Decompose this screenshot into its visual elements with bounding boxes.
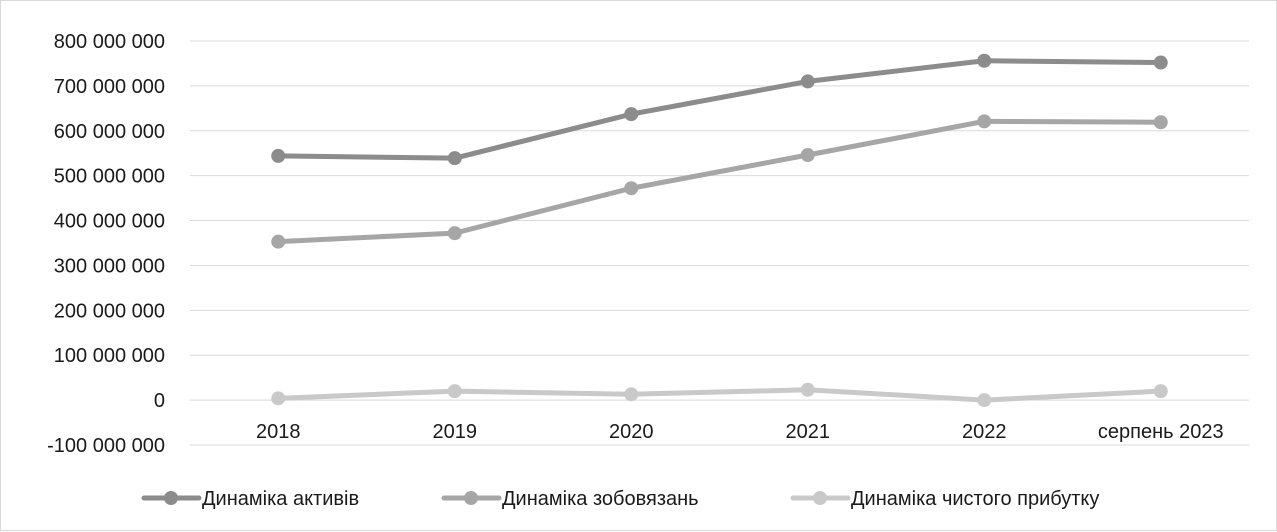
legend-item: Динаміка чистого прибутку: [790, 488, 1099, 510]
data-point: [977, 53, 992, 68]
legend-label: Динаміка зобовязань: [502, 488, 699, 510]
data-point: [800, 74, 815, 89]
gridlines: [190, 40, 1249, 446]
data-point: [271, 148, 286, 163]
legend: Динаміка активів Динаміка зобовязань Динам…: [141, 488, 1099, 510]
x-tick-label: 2019: [433, 421, 478, 443]
legend-item: Динаміка зобовязань: [441, 488, 699, 510]
series-line: [275, 58, 1164, 161]
data-point: [800, 148, 815, 163]
series-line: [275, 387, 1164, 403]
data-point: [271, 391, 286, 406]
legend-item: Динаміка активів: [141, 488, 359, 510]
series-3: [271, 382, 1168, 408]
data-point: [624, 387, 639, 402]
legend-label: Динаміка активів: [202, 488, 359, 510]
data-point: [271, 234, 286, 249]
data-point: [800, 382, 815, 397]
legend-marker: [164, 491, 178, 505]
x-tick-label: 2018: [256, 421, 301, 443]
y-tick-label: 800 000 000: [54, 31, 165, 53]
y-tick-label: 300 000 000: [54, 255, 165, 277]
data-point: [1153, 55, 1168, 70]
y-tick-label: 700 000 000: [54, 76, 165, 98]
series-1: [271, 53, 1168, 166]
y-tick-label: 500 000 000: [54, 166, 165, 188]
x-tick-label: 2022: [962, 421, 1007, 443]
y-tick-label: 0: [154, 390, 165, 412]
data-point: [977, 114, 992, 129]
data-point: [624, 107, 639, 122]
series-lines: [271, 53, 1168, 408]
data-point: [1153, 115, 1168, 130]
y-tick-label: 600 000 000: [54, 121, 165, 143]
data-point: [624, 181, 639, 196]
series-line: [275, 118, 1164, 245]
y-tick-label: 100 000 000: [54, 345, 165, 367]
x-tick-label: 2021: [786, 421, 831, 443]
data-point: [447, 384, 462, 399]
legend-marker: [464, 491, 478, 505]
data-point: [447, 151, 462, 166]
x-tick-label: 2020: [609, 421, 654, 443]
x-axis-tick-labels: 2018 2019 2020 2021 2022 серпень 2023: [256, 421, 1224, 443]
x-tick-label: серпень 2023: [1098, 421, 1224, 443]
legend-label: Динаміка чистого прибутку: [851, 488, 1099, 510]
y-axis-tick-labels: 800 000 000 700 000 000 600 000 000 500 000…: [47, 31, 165, 457]
y-tick-label: 200 000 000: [54, 300, 165, 322]
y-tick-label: -100 000 000: [47, 435, 165, 457]
data-point: [1153, 384, 1168, 399]
data-point: [447, 226, 462, 241]
legend-marker: [813, 491, 827, 505]
data-point: [977, 393, 992, 408]
series-2: [271, 114, 1168, 249]
y-tick-label: 400 000 000: [54, 211, 165, 233]
